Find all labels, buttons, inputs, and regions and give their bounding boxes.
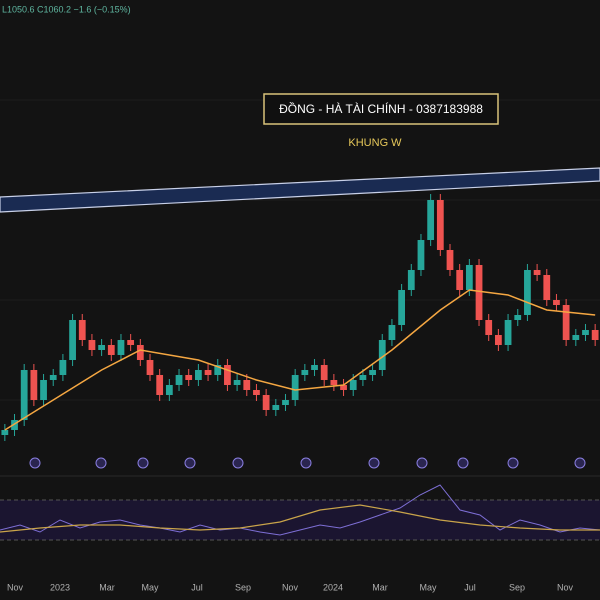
candle — [398, 290, 405, 325]
candle — [301, 370, 309, 375]
candle — [591, 330, 599, 340]
candle — [485, 320, 493, 335]
x-tick-label: 2024 — [323, 582, 343, 592]
event-icon — [574, 457, 586, 469]
candle — [214, 365, 222, 375]
event-icon — [29, 457, 41, 469]
candle — [233, 380, 241, 385]
candle — [78, 320, 86, 340]
event-icon — [300, 457, 312, 469]
candle — [446, 250, 454, 270]
candle — [49, 375, 57, 380]
x-tick-label: Mar — [99, 582, 115, 592]
rsi-zone — [0, 500, 600, 540]
candle — [369, 370, 376, 375]
candle — [475, 265, 483, 320]
x-tick-label: Mar — [372, 582, 388, 592]
candle — [427, 200, 435, 240]
candle — [175, 375, 183, 385]
candle — [504, 320, 512, 345]
ohlc-header: L1050.6 C1060.2 −1.6 (−0.15%) — [2, 4, 131, 14]
candle — [543, 275, 551, 300]
candle — [495, 335, 502, 345]
banner: ĐỒNG - HÀ TÀI CHÍNH - 0387183988 — [279, 101, 483, 116]
candle — [562, 305, 570, 340]
candle — [330, 380, 338, 385]
candle — [204, 370, 212, 375]
candle — [553, 300, 560, 305]
candle — [465, 265, 473, 290]
candle — [378, 340, 386, 370]
candle — [146, 360, 154, 375]
candle — [11, 420, 18, 430]
candle — [524, 270, 531, 315]
candle — [320, 365, 328, 380]
candle — [165, 385, 173, 395]
candle — [572, 335, 580, 340]
candle — [127, 340, 135, 345]
candle — [98, 345, 105, 350]
candle — [359, 375, 367, 380]
candle — [88, 340, 96, 350]
event-icon — [507, 457, 519, 469]
candle — [417, 240, 425, 270]
candle — [582, 330, 589, 335]
candle — [533, 270, 541, 275]
candle — [456, 270, 464, 290]
event-icon — [184, 457, 196, 469]
x-tick-label: Sep — [509, 582, 525, 592]
x-tick-label: Jul — [191, 582, 203, 592]
candle — [514, 315, 522, 320]
rsi-ma-line — [0, 504, 600, 533]
event-icon — [416, 457, 428, 469]
event-icon — [95, 457, 107, 469]
candle — [282, 400, 289, 405]
candle — [388, 325, 396, 340]
x-tick-label: May — [419, 582, 437, 592]
candle — [349, 380, 357, 390]
candle — [253, 390, 260, 395]
candle — [311, 365, 318, 370]
channel — [0, 167, 600, 213]
candle — [136, 345, 144, 360]
x-tick-label: Nov — [557, 582, 574, 592]
event-icon — [457, 457, 469, 469]
candle — [1, 430, 9, 435]
candle — [40, 380, 47, 400]
candle — [107, 345, 115, 355]
x-tick-label: May — [141, 582, 159, 592]
candle — [195, 370, 202, 380]
event-icon — [232, 457, 244, 469]
x-tick-label: Jul — [464, 582, 476, 592]
candle — [156, 375, 164, 395]
candle — [340, 385, 347, 390]
x-tick-label: Nov — [282, 582, 299, 592]
candle — [30, 370, 38, 400]
candle — [407, 270, 415, 290]
candle — [436, 200, 444, 250]
rsi-line — [0, 484, 600, 536]
candle — [262, 395, 270, 410]
x-tick-label: Nov — [7, 582, 24, 592]
candle — [291, 375, 299, 400]
candle — [272, 405, 280, 410]
event-icon — [368, 457, 380, 469]
event-icon — [137, 457, 149, 469]
candle — [20, 370, 28, 420]
candle — [185, 375, 193, 380]
candle — [243, 380, 251, 390]
x-tick-label: Sep — [235, 582, 251, 592]
candle — [224, 365, 231, 385]
candle — [69, 320, 76, 360]
subtitle: KHUNG W — [348, 137, 402, 149]
x-tick-label: 2023 — [50, 582, 70, 592]
candle — [117, 340, 125, 355]
candle — [59, 360, 67, 375]
ma-line — [4, 289, 596, 431]
banner-box — [263, 93, 499, 125]
